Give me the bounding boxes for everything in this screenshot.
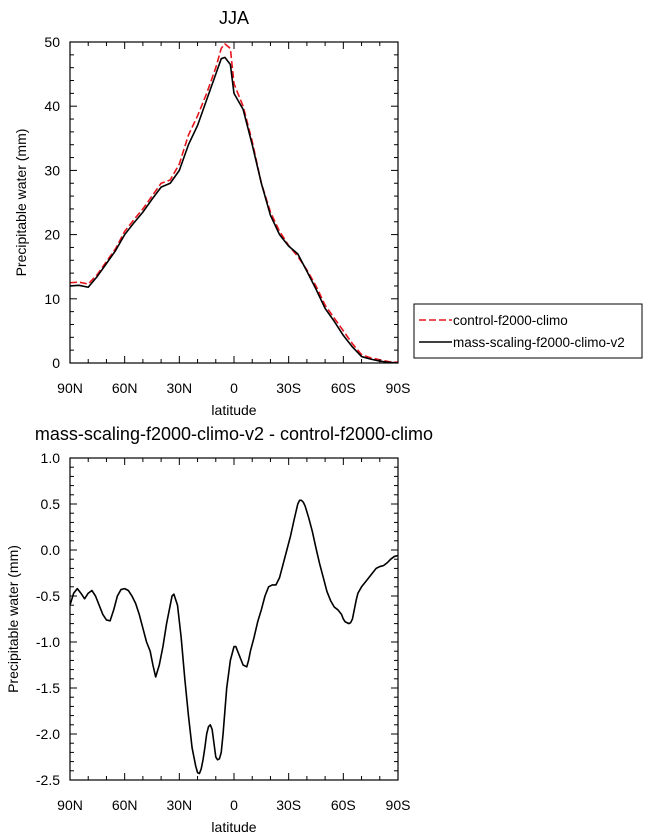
y-axis-label: Precipitable water (mm) [5, 545, 21, 693]
x-axis-label: latitude [211, 402, 256, 418]
chart-title: mass-scaling-f2000-climo-v2 - control-f2… [35, 424, 433, 444]
legend-label-1: mass-scaling-f2000-climo-v2 [453, 335, 625, 350]
y-tick-label: -1.0 [36, 634, 60, 650]
x-tick-label: 60S [331, 380, 356, 396]
x-tick-label: 60N [112, 380, 138, 396]
x-tick-label: 60N [112, 797, 138, 813]
legend-box [413, 303, 643, 359]
series-line-control-f2000-climo [70, 43, 398, 363]
plot-frame [69, 457, 399, 781]
x-tick-label: 30N [166, 380, 192, 396]
y-axis-label: Precipitable water (mm) [13, 129, 29, 277]
chart-title: JJA [219, 8, 249, 28]
legend-label-0: control-f2000-climo [453, 313, 568, 328]
x-tick-label: 90S [386, 797, 411, 813]
x-axis-label: latitude [211, 819, 256, 835]
y-tick-label: 0 [52, 355, 60, 371]
x-tick-label: 30N [166, 797, 192, 813]
y-tick-label: 10 [44, 291, 60, 307]
y-tick-label: 40 [44, 98, 60, 114]
y-tick-label: 50 [44, 34, 60, 50]
x-tick-label: 90N [57, 380, 83, 396]
x-tick-label: 0 [230, 797, 238, 813]
x-tick-label: 90N [57, 797, 83, 813]
x-tick-label: 30S [276, 380, 301, 396]
y-tick-label: 20 [44, 227, 60, 243]
bottom-plot-difference: mass-scaling-f2000-climo-v2 - control-f2… [5, 424, 433, 835]
y-tick-label: 1.0 [41, 450, 61, 466]
x-tick-label: 0 [230, 380, 238, 396]
y-tick-label: 0.5 [41, 496, 61, 512]
y-tick-label: 0.0 [41, 542, 61, 558]
y-tick-label: 30 [44, 162, 60, 178]
series-line-difference [70, 499, 398, 775]
series-line-mass-scaling-f2000-climo-v2 [70, 56, 398, 363]
y-tick-label: -2.5 [36, 772, 60, 788]
y-tick-label: -0.5 [36, 588, 60, 604]
x-tick-label: 30S [276, 797, 301, 813]
y-tick-label: -2.0 [36, 726, 60, 742]
x-tick-label: 60S [331, 797, 356, 813]
x-tick-label: 90S [386, 380, 411, 396]
legend: control-f2000-climo mass-scaling-f2000-cl… [413, 303, 643, 359]
top-plot-mean: JJA 90N 60N 30N 0 30S 60S 90S 0 10 20 30 40 50 latitud… [13, 8, 643, 418]
y-tick-label: -1.5 [36, 680, 60, 696]
